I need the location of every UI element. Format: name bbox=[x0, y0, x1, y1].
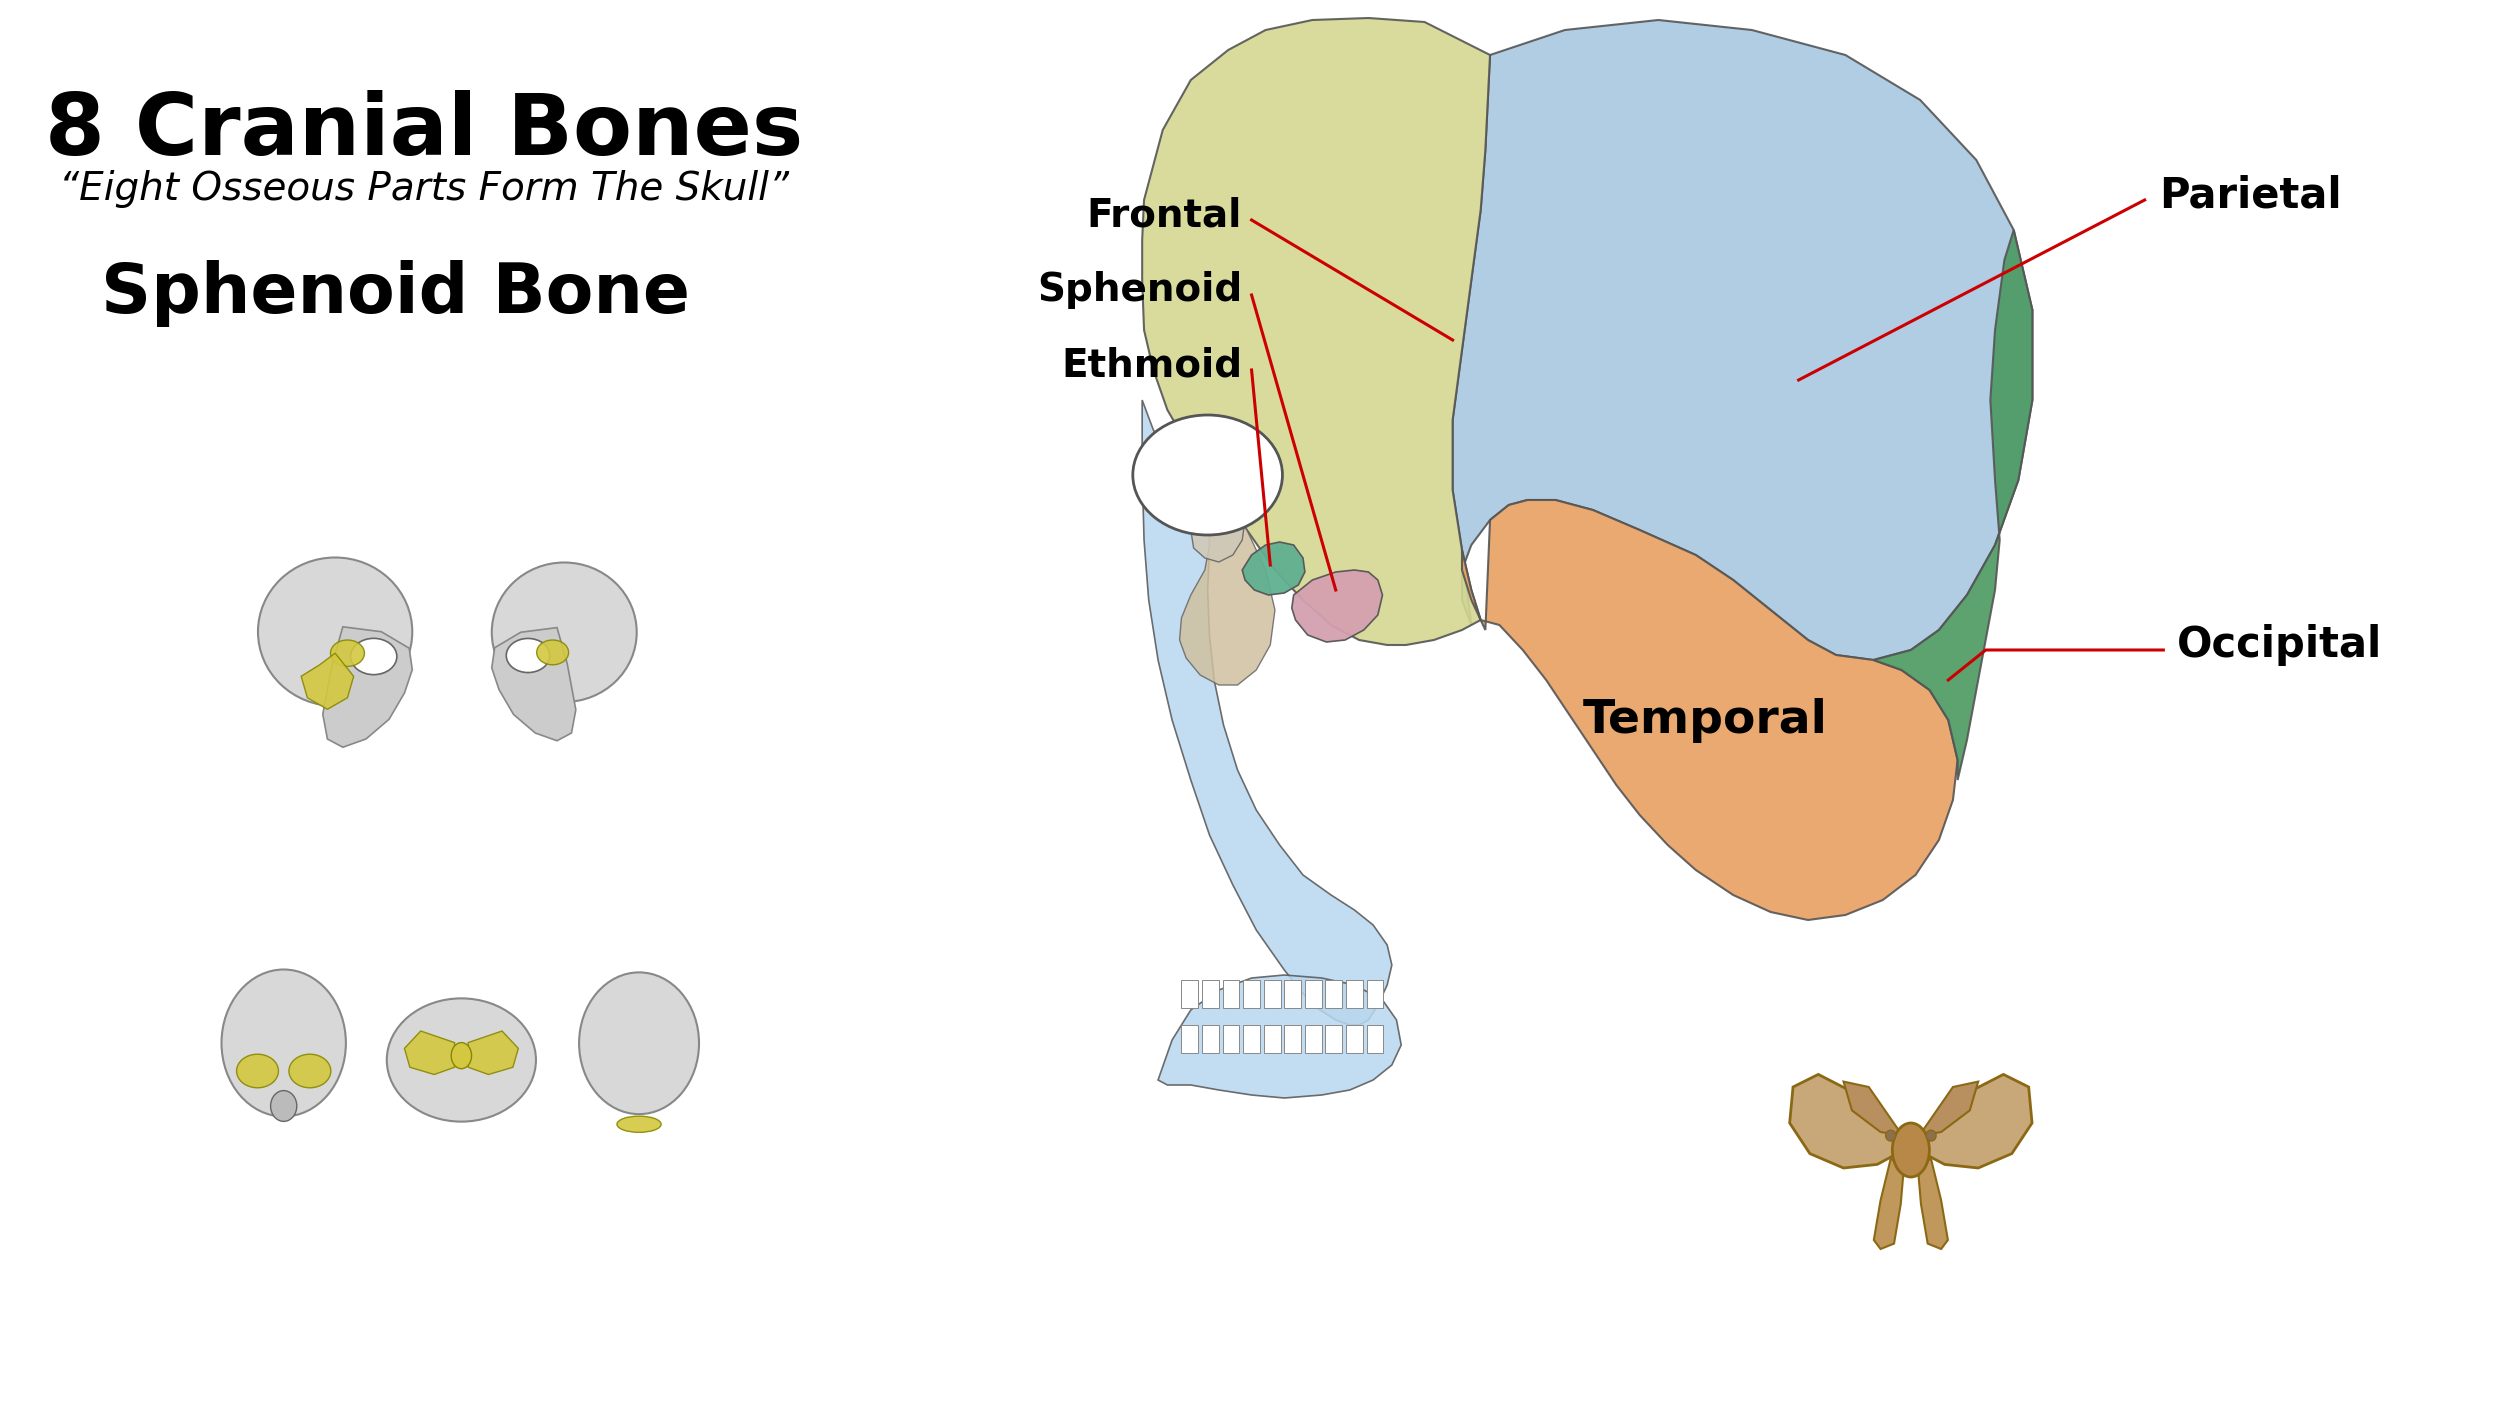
Polygon shape bbox=[1292, 570, 1382, 642]
Ellipse shape bbox=[1925, 1131, 1935, 1140]
Ellipse shape bbox=[290, 1054, 330, 1087]
Polygon shape bbox=[1790, 1075, 1898, 1168]
Ellipse shape bbox=[258, 558, 412, 706]
Bar bbox=[1368, 1026, 1382, 1054]
Ellipse shape bbox=[538, 640, 568, 665]
Polygon shape bbox=[1918, 1159, 1948, 1250]
Ellipse shape bbox=[270, 1090, 298, 1121]
Ellipse shape bbox=[508, 639, 550, 672]
Ellipse shape bbox=[1132, 415, 1282, 535]
Polygon shape bbox=[1462, 500, 1958, 920]
Bar bbox=[1262, 1026, 1280, 1054]
Polygon shape bbox=[1872, 230, 2032, 780]
Polygon shape bbox=[492, 628, 575, 741]
Text: Frontal: Frontal bbox=[1088, 196, 1242, 234]
Ellipse shape bbox=[350, 639, 398, 675]
Bar bbox=[1325, 1026, 1342, 1054]
Bar bbox=[1182, 1026, 1198, 1054]
Ellipse shape bbox=[222, 969, 345, 1117]
Ellipse shape bbox=[388, 999, 535, 1122]
Polygon shape bbox=[1158, 975, 1400, 1098]
Bar bbox=[1345, 981, 1362, 1007]
Polygon shape bbox=[1142, 18, 1490, 644]
Polygon shape bbox=[1842, 1082, 1902, 1136]
Ellipse shape bbox=[618, 1117, 660, 1132]
Polygon shape bbox=[468, 1031, 518, 1075]
Polygon shape bbox=[1452, 20, 2032, 660]
Text: Occipital: Occipital bbox=[2178, 623, 2382, 665]
Bar bbox=[1222, 981, 1240, 1007]
Text: Ethmoid: Ethmoid bbox=[1060, 346, 1242, 384]
Text: Sphenoid: Sphenoid bbox=[1038, 270, 1242, 310]
Polygon shape bbox=[1875, 1159, 1905, 1250]
Polygon shape bbox=[1925, 1075, 2032, 1168]
Polygon shape bbox=[1242, 542, 1305, 595]
Bar bbox=[1242, 1026, 1260, 1054]
Polygon shape bbox=[1190, 497, 1245, 562]
Ellipse shape bbox=[1892, 1124, 1930, 1177]
Text: Parietal: Parietal bbox=[2158, 174, 2342, 216]
Polygon shape bbox=[300, 653, 352, 709]
Bar bbox=[1242, 981, 1260, 1007]
Bar bbox=[1182, 981, 1198, 1007]
Ellipse shape bbox=[1885, 1131, 1895, 1140]
Bar bbox=[1202, 1026, 1220, 1054]
Bar bbox=[1285, 1026, 1300, 1054]
Text: Temporal: Temporal bbox=[1582, 698, 1828, 743]
Bar bbox=[1325, 981, 1342, 1007]
Bar bbox=[1222, 1026, 1240, 1054]
Polygon shape bbox=[1920, 1082, 1978, 1136]
Ellipse shape bbox=[238, 1054, 278, 1087]
Polygon shape bbox=[1180, 490, 1275, 685]
Polygon shape bbox=[405, 1031, 455, 1075]
Bar bbox=[1305, 1026, 1322, 1054]
Ellipse shape bbox=[450, 1042, 472, 1069]
Ellipse shape bbox=[330, 640, 365, 667]
Bar bbox=[1285, 981, 1300, 1007]
Bar bbox=[1262, 981, 1280, 1007]
Ellipse shape bbox=[580, 972, 700, 1114]
Bar bbox=[1305, 981, 1322, 1007]
Text: 8 Cranial Bones: 8 Cranial Bones bbox=[45, 90, 802, 172]
Bar bbox=[1202, 981, 1220, 1007]
Ellipse shape bbox=[492, 562, 638, 702]
Bar bbox=[1345, 1026, 1362, 1054]
Text: Sphenoid Bone: Sphenoid Bone bbox=[102, 261, 690, 326]
Polygon shape bbox=[1142, 401, 1392, 1026]
Text: “Eight Osseous Parts Form The Skull”: “Eight Osseous Parts Form The Skull” bbox=[60, 170, 790, 207]
Bar bbox=[1368, 981, 1382, 1007]
Polygon shape bbox=[322, 626, 412, 747]
